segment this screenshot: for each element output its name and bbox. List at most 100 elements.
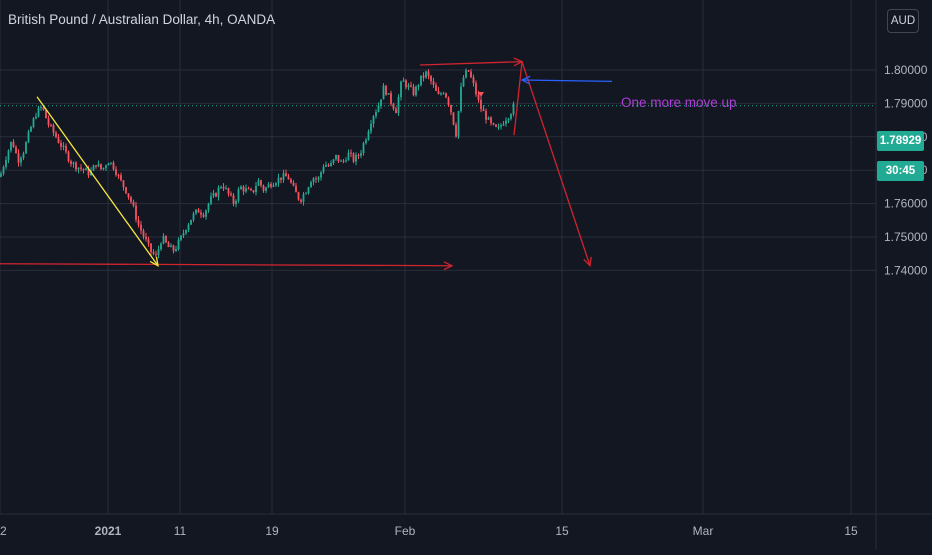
chart-title: British Pound / Australian Dollar, 4h, O…: [8, 12, 276, 27]
candle-body: [100, 163, 102, 170]
candle-body: [140, 224, 142, 231]
candle-body: [157, 249, 160, 256]
candle-body: [342, 160, 345, 162]
candle-body: [15, 147, 17, 154]
candle-body: [230, 193, 232, 196]
candle-body: [485, 111, 487, 120]
candle-body: [237, 189, 240, 201]
candle-body: [245, 188, 247, 192]
candle-body: [497, 126, 500, 128]
candle-body: [85, 168, 87, 171]
candle-body: [205, 210, 207, 217]
candle-body: [440, 93, 442, 95]
candle-body: [340, 160, 342, 162]
candle-body: [262, 185, 265, 191]
candle-body: [75, 162, 77, 170]
candle-body: [115, 169, 117, 175]
candle-body: [412, 86, 415, 96]
candle-body: [362, 143, 365, 154]
candle-body: [105, 165, 107, 168]
yellow-arrow-head: [149, 256, 159, 267]
candle-body: [212, 193, 215, 197]
candle-body: [297, 192, 300, 200]
candle-body: [405, 80, 407, 88]
red-arrow: [419, 61, 523, 66]
candle-body: [390, 93, 392, 104]
candle-body: [195, 209, 197, 214]
candle-body: [292, 182, 295, 186]
candle-body: [95, 165, 97, 167]
candle-body: [320, 172, 322, 178]
candle-body: [187, 224, 190, 231]
candle-body: [377, 105, 380, 112]
candle-body: [417, 85, 420, 87]
candle-body: [5, 159, 7, 168]
y-tick-label: 1.79000: [884, 96, 928, 110]
candle-body: [265, 187, 267, 191]
candle-body: [310, 181, 312, 188]
candle-body: [477, 94, 480, 100]
candle-body: [475, 83, 477, 95]
candle-body: [125, 187, 127, 194]
candle-body: [430, 76, 432, 82]
candle-body: [367, 131, 370, 140]
candle-body: [200, 212, 202, 215]
candle-body: [7, 150, 10, 160]
candle-body: [352, 153, 355, 162]
candle-body: [277, 177, 280, 184]
candle-body: [45, 109, 47, 119]
candle-body: [177, 239, 180, 249]
candle-body: [345, 160, 347, 162]
candle-body: [510, 114, 512, 119]
candle-body: [155, 253, 157, 256]
candle-body: [490, 117, 492, 124]
candle-body: [280, 177, 282, 180]
candle-body: [225, 188, 227, 190]
candle-body: [442, 93, 445, 95]
candle-body: [370, 123, 372, 132]
candle-body: [192, 213, 195, 220]
candle-body: [457, 111, 460, 137]
candle-body: [282, 173, 285, 180]
candle-body: [145, 236, 147, 240]
candle-body: [120, 175, 122, 181]
candle-body: [400, 81, 402, 98]
blue-arrow-head: [520, 75, 531, 85]
candle-body: [87, 168, 90, 176]
annotation-text[interactable]: One more move up: [621, 95, 737, 110]
candle-body: [220, 186, 222, 188]
candle-body: [460, 86, 462, 112]
candle-body: [287, 176, 290, 180]
candle-body: [385, 85, 387, 95]
candle-body: [12, 141, 15, 148]
candle-body: [127, 193, 130, 198]
candle-body: [285, 173, 287, 177]
candle-body: [135, 205, 137, 220]
candle-body: [427, 71, 430, 77]
candle-body: [387, 93, 390, 95]
candle-body: [47, 118, 50, 125]
candle-body: [275, 183, 277, 186]
candle-body: [360, 153, 362, 156]
candle-body: [492, 123, 495, 125]
x-tick-label: Mar: [693, 524, 714, 538]
candle-body: [27, 131, 30, 143]
candle-body: [207, 203, 210, 211]
candle-body: [242, 186, 245, 192]
candle-body: [470, 71, 472, 78]
red-arrow: [521, 61, 591, 266]
candle-body: [325, 164, 327, 167]
x-tick-label: Feb: [395, 524, 416, 538]
candle-body: [507, 118, 510, 121]
candle-body: [112, 162, 115, 170]
candle-body: [185, 230, 187, 234]
candle-body: [495, 124, 497, 127]
x-tick-label: 15: [555, 524, 569, 538]
candle-body: [512, 103, 515, 115]
candle-body: [117, 174, 120, 176]
bar-countdown-label: 30:45: [877, 161, 924, 181]
currency-button[interactable]: AUD: [887, 9, 919, 33]
candle-body: [30, 126, 32, 132]
